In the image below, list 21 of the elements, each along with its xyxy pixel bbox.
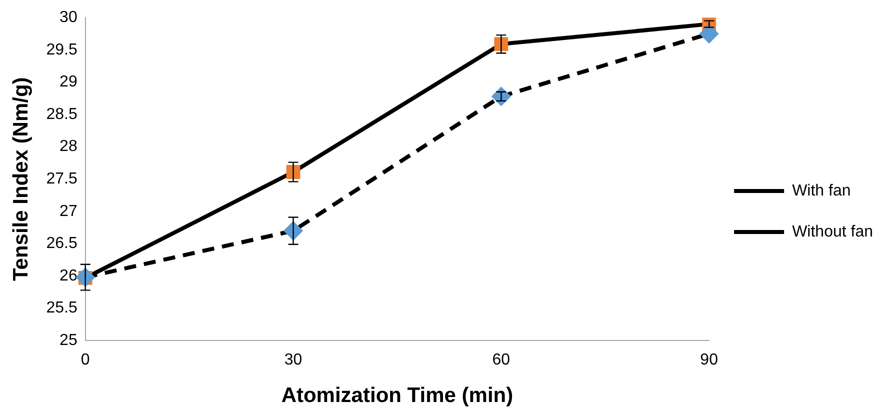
legend-label: With fan (792, 182, 851, 200)
x-tick-label: 30 (284, 352, 302, 369)
x-tick-label: 60 (492, 352, 510, 369)
y-tick-label: 28 (60, 138, 78, 156)
y-tick-label: 27 (60, 202, 78, 220)
y-tick-label: 25.5 (46, 300, 78, 317)
legend-label: Without fan (792, 223, 874, 240)
x-axis-title: Atomization Time (min) (281, 384, 514, 408)
y-tick-label: 29 (60, 74, 78, 91)
y-tick-label: 26 (60, 267, 78, 284)
point (700, 24, 718, 43)
y-tick-label: 28.5 (46, 106, 78, 123)
y-axis-title: Tensile Index (Nm/g) (9, 77, 32, 282)
x-tick-label: 0 (80, 352, 90, 369)
y-tick-label: 29.5 (46, 41, 78, 58)
x-tick-label: 90 (700, 352, 718, 369)
y-tick-label: 30 (60, 9, 78, 26)
y-tick-label: 26.5 (46, 235, 78, 252)
point (492, 87, 510, 106)
y-tick-label: 27.5 (46, 170, 78, 188)
y-tick-label: 25 (60, 332, 78, 350)
